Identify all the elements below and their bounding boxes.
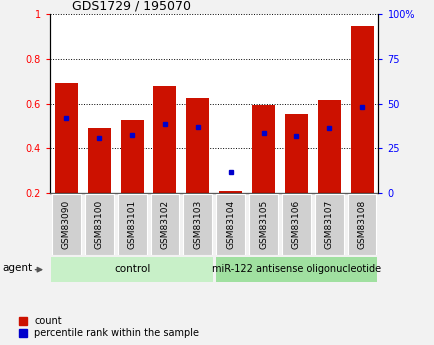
Text: control: control xyxy=(114,264,150,274)
Text: GSM83107: GSM83107 xyxy=(324,200,333,249)
Legend: count, percentile rank within the sample: count, percentile rank within the sample xyxy=(18,315,200,339)
Text: GSM83106: GSM83106 xyxy=(291,200,300,249)
Bar xyxy=(317,100,340,193)
Bar xyxy=(284,114,307,193)
Bar xyxy=(120,120,143,193)
Text: GSM83090: GSM83090 xyxy=(62,200,71,249)
Text: GSM83108: GSM83108 xyxy=(357,200,366,249)
Text: GSM83102: GSM83102 xyxy=(160,200,169,249)
Bar xyxy=(118,194,146,255)
Bar xyxy=(314,194,343,255)
Text: GSM83100: GSM83100 xyxy=(95,200,104,249)
Bar xyxy=(88,128,111,193)
Bar xyxy=(51,257,212,282)
Bar xyxy=(347,194,375,255)
Bar xyxy=(186,98,209,193)
Bar xyxy=(216,194,244,255)
Bar xyxy=(219,191,242,193)
Bar xyxy=(150,194,179,255)
Text: GSM83101: GSM83101 xyxy=(127,200,136,249)
Bar xyxy=(215,257,376,282)
Text: GSM83103: GSM83103 xyxy=(193,200,202,249)
Bar xyxy=(350,26,373,193)
Text: agent: agent xyxy=(3,263,33,273)
Bar xyxy=(183,194,212,255)
Bar xyxy=(52,194,81,255)
Bar xyxy=(85,194,113,255)
Text: miR-122 antisense oligonucleotide: miR-122 antisense oligonucleotide xyxy=(211,264,380,274)
Bar xyxy=(281,194,310,255)
Text: GSM83104: GSM83104 xyxy=(226,200,235,249)
Bar xyxy=(249,194,277,255)
Bar xyxy=(55,83,78,193)
Text: GDS1729 / 195070: GDS1729 / 195070 xyxy=(72,0,191,12)
Bar xyxy=(153,86,176,193)
Text: GSM83105: GSM83105 xyxy=(258,200,267,249)
Bar xyxy=(251,105,274,193)
